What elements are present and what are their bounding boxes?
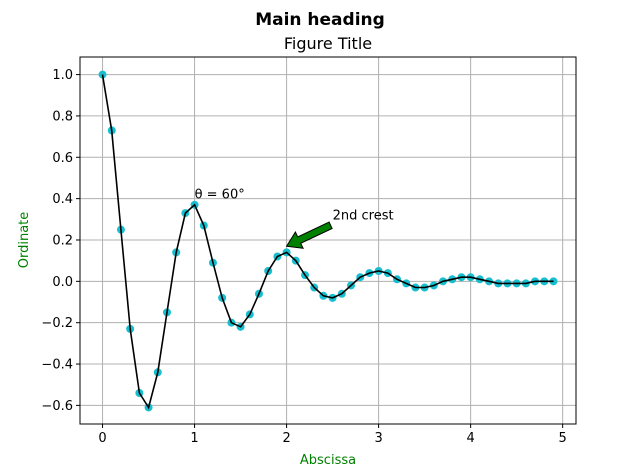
chart-title: Figure Title xyxy=(284,34,372,53)
arrow-icon xyxy=(285,221,333,249)
y-tick-label: −0.6 xyxy=(41,399,73,414)
y-tick-label: −0.2 xyxy=(41,316,73,331)
series-line xyxy=(101,74,554,410)
annotation-2nd-crest: 2nd crest xyxy=(333,208,394,223)
chart-suptitle: Main heading xyxy=(255,10,385,30)
y-tick-label: −0.4 xyxy=(41,358,73,373)
x-tick-label: 5 xyxy=(559,431,567,446)
y-tick-label: 0.2 xyxy=(52,233,73,248)
x-axis-ticks: 0 1 2 3 4 5 xyxy=(98,424,567,446)
x-tick-label: 0 xyxy=(98,431,106,446)
plot-frame xyxy=(79,56,577,425)
x-tick-label: 1 xyxy=(190,431,198,446)
data-point xyxy=(98,70,107,79)
y-tick-label: 0.8 xyxy=(52,109,73,124)
annotation-theta: θ = 60° xyxy=(195,188,245,203)
grid xyxy=(80,57,576,424)
y-tick-label: 0.6 xyxy=(52,151,73,166)
y-axis-ticks: −0.6 −0.4 −0.2 0.0 0.2 0.4 0.6 0.8 1.0 xyxy=(41,68,80,414)
annotations-layer: θ = 60° 2nd crest xyxy=(195,188,394,249)
x-tick-label: 4 xyxy=(466,431,474,446)
x-tick-label: 3 xyxy=(374,431,382,446)
x-axis-label: Abscissa xyxy=(300,453,356,468)
series-layer xyxy=(98,70,558,412)
y-axis-label: Ordinate xyxy=(17,212,32,269)
x-tick-label: 2 xyxy=(282,431,290,446)
y-tick-label: 1.0 xyxy=(52,68,73,83)
y-tick-label: 0.4 xyxy=(52,192,73,207)
y-tick-label: 0.0 xyxy=(52,275,73,290)
